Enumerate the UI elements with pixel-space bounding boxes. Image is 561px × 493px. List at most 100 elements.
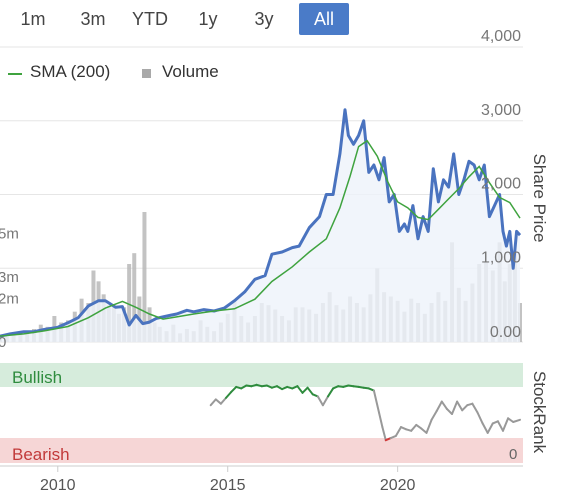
stockrank-segment xyxy=(410,423,418,432)
volume-bar xyxy=(246,322,251,342)
stockrank-segment xyxy=(337,385,345,388)
volume-bar xyxy=(354,303,359,342)
stockrank-segment xyxy=(255,383,263,388)
stockrank-segment xyxy=(265,384,273,389)
stockrank-segment xyxy=(496,420,504,432)
stockrank-segment xyxy=(270,385,278,389)
stockrank-segment xyxy=(296,385,304,394)
volume-bar xyxy=(152,322,157,342)
volume-bar xyxy=(96,281,101,342)
stockrank-segment xyxy=(367,387,375,392)
volume-bar xyxy=(463,300,468,342)
stockrank-segment xyxy=(420,427,428,434)
price-tick-label: 0.00 xyxy=(490,324,521,341)
range-button-3y[interactable]: 3y xyxy=(254,9,274,29)
volume-bar xyxy=(91,270,96,342)
range-button-1m[interactable]: 1m xyxy=(20,9,46,29)
stockrank-segment xyxy=(430,410,438,421)
price-tick-label: 2,000 xyxy=(481,176,521,193)
range-button-1y[interactable]: 1y xyxy=(198,9,218,29)
volume-bar xyxy=(429,303,434,342)
volume-bar xyxy=(45,326,50,342)
stockrank-segment xyxy=(276,385,284,391)
stockrank-segment xyxy=(425,418,433,434)
volume-bar xyxy=(239,316,244,342)
volume-bar xyxy=(470,283,475,342)
bullish-band xyxy=(0,363,523,387)
volume-bar xyxy=(375,268,380,342)
volume-bar xyxy=(484,261,489,342)
volume-bar xyxy=(456,287,461,342)
volume-bar xyxy=(164,331,169,342)
volume-bar xyxy=(38,324,43,342)
range-selector: 1m 3m YTD 1y 3y All xyxy=(0,0,561,40)
stockrank-segment xyxy=(321,395,329,407)
volume-bar xyxy=(327,292,332,342)
range-button-ytd[interactable]: YTD xyxy=(132,9,168,29)
stockrank-segment xyxy=(209,398,217,407)
volume-bar xyxy=(137,296,142,342)
x-tick-label: 2010 xyxy=(40,477,76,493)
stockrank-segment xyxy=(440,400,448,410)
stockrank-segment xyxy=(357,385,365,389)
volume-bar xyxy=(59,322,64,342)
volume-bar xyxy=(436,292,441,342)
volume-bar xyxy=(512,253,517,342)
price-area xyxy=(0,109,520,342)
price-line xyxy=(0,108,522,338)
volume-tick-label: 3m xyxy=(0,269,19,286)
volume-bar xyxy=(18,334,23,342)
volume-bar xyxy=(252,316,257,342)
stockrank-segment xyxy=(225,391,233,399)
volume-bar xyxy=(266,305,271,342)
range-button-all[interactable]: All xyxy=(299,3,349,35)
volume-bar xyxy=(157,326,162,342)
volume-bar xyxy=(4,336,9,342)
panel-axes xyxy=(0,341,523,467)
stockrank-series xyxy=(209,383,521,442)
volume-bar xyxy=(259,303,264,342)
volume-bar xyxy=(0,335,2,342)
stockrank-segment xyxy=(301,386,309,394)
volume-bar xyxy=(477,264,482,342)
stockrank-segment xyxy=(415,423,423,430)
bearish-band xyxy=(0,438,523,463)
stockrank-segment xyxy=(486,422,494,434)
volume-bar xyxy=(11,333,16,342)
volume-bar xyxy=(65,320,70,342)
stockrank-segment xyxy=(445,407,453,415)
sma-series xyxy=(0,139,521,337)
volume-bar xyxy=(382,292,387,342)
volume-bar xyxy=(409,298,414,342)
stockrank-segment xyxy=(461,404,469,412)
volume-bar xyxy=(52,316,57,342)
volume-bar xyxy=(72,311,77,342)
stockrank-segment xyxy=(476,411,484,425)
volume-bar xyxy=(122,307,127,342)
stockrank-segment xyxy=(332,385,340,390)
volume-bar xyxy=(212,331,217,342)
stockrank-segment xyxy=(491,420,499,425)
volume-bar xyxy=(334,305,339,342)
volume-bar xyxy=(348,296,353,342)
volume-bar xyxy=(31,329,36,342)
stockrank-segment xyxy=(214,398,222,405)
stockrank-segment xyxy=(260,384,268,388)
price-series xyxy=(0,108,522,342)
volume-bar xyxy=(502,281,507,342)
stockrank-segment xyxy=(362,386,370,390)
stockrank-zero-label: 0 xyxy=(509,446,517,463)
range-button-3m[interactable]: 3m xyxy=(80,9,106,29)
x-tick-label: 2015 xyxy=(210,477,246,493)
sma-line-swatch xyxy=(8,73,22,75)
volume-bar xyxy=(416,303,421,342)
volume-bar xyxy=(422,313,427,342)
stockrank-segment xyxy=(327,387,335,398)
volume-bar xyxy=(232,300,237,342)
volume-bar xyxy=(86,303,91,342)
volume-bar xyxy=(127,264,132,342)
volume-bar xyxy=(320,303,325,342)
volume-bar xyxy=(395,300,400,342)
volume-bar xyxy=(101,294,106,342)
volume-bar xyxy=(450,242,455,342)
